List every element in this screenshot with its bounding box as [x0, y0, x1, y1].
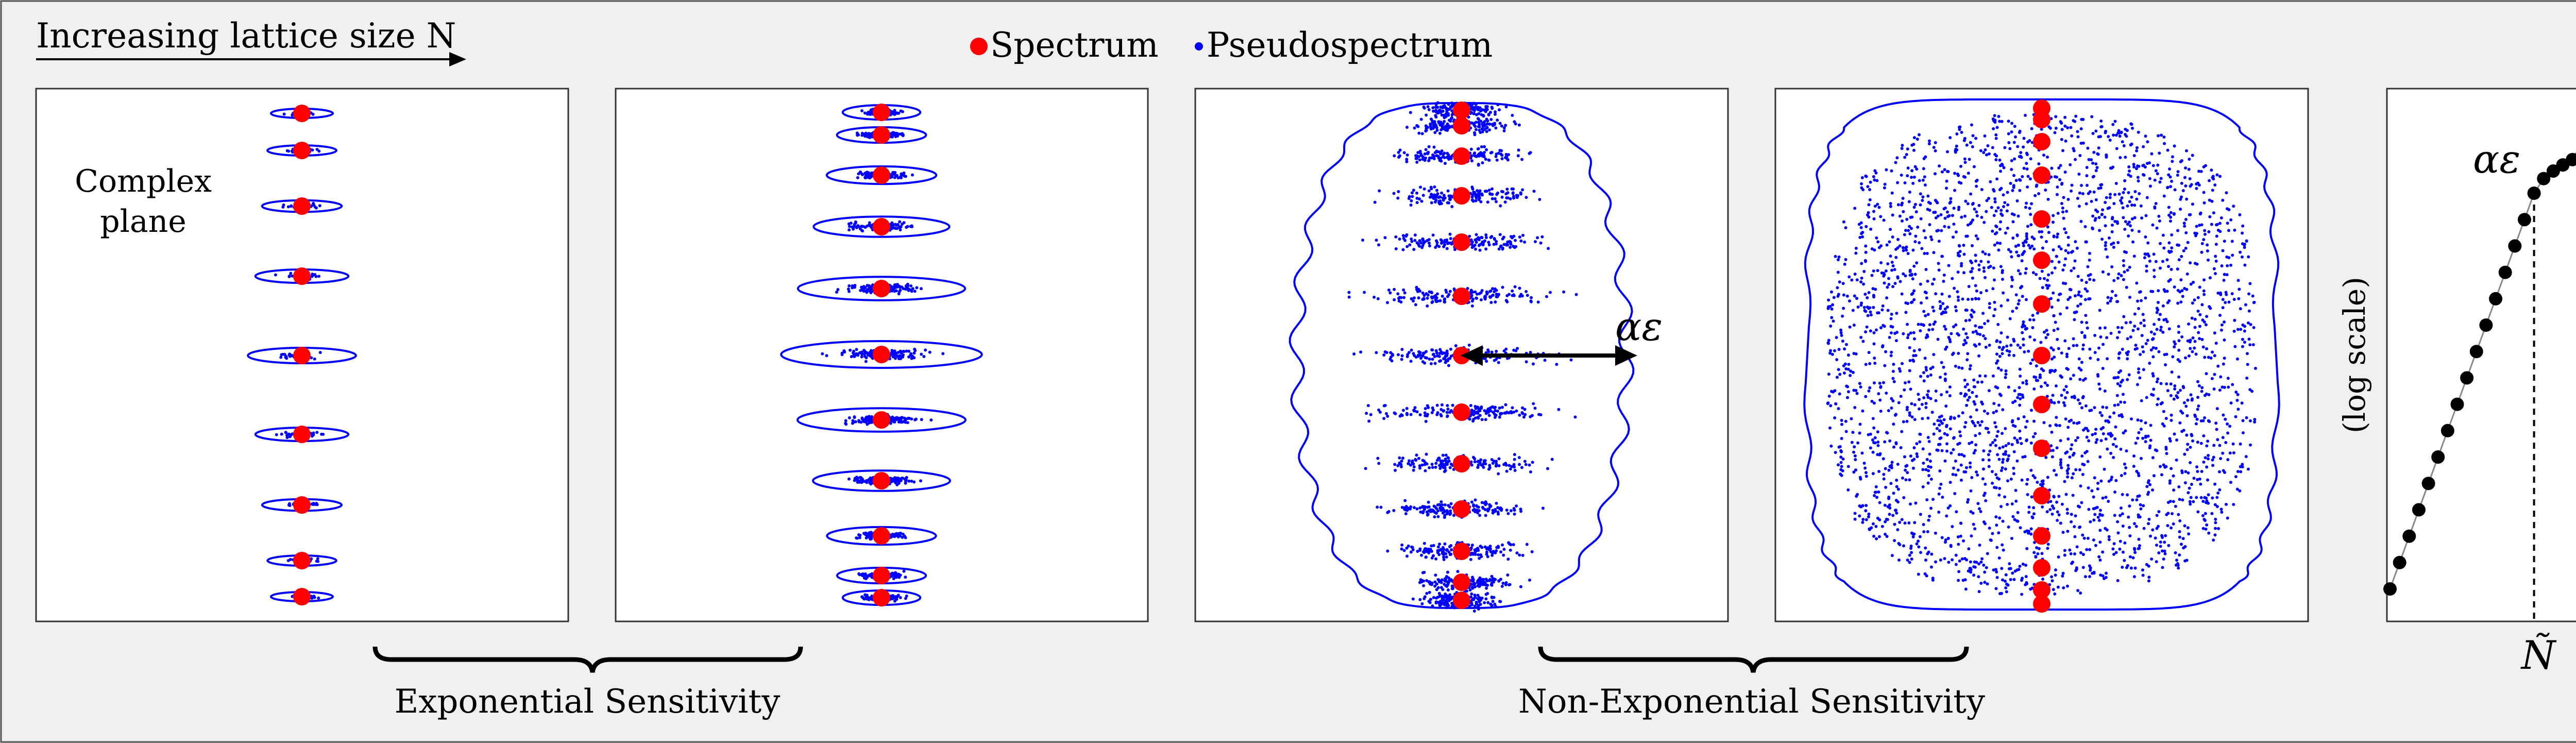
spectrum-point: [2033, 440, 2050, 457]
complex-plane-label-line1: Complex: [75, 163, 212, 199]
spectrum-point: [873, 218, 890, 235]
spectrum-point: [2033, 166, 2050, 184]
spectrum-point: [2033, 559, 2050, 577]
exponential-sensitivity-label: Exponential Sensitivity: [395, 683, 781, 721]
spectrum-point: [1453, 117, 1470, 134]
non-exponential-brace: [1538, 646, 1969, 673]
spectrum-point: [873, 166, 890, 184]
spectrum-point: [2033, 595, 2050, 613]
spectrum-point: [873, 472, 890, 489]
legend-pseudospectrum-label: Pseudospectrum: [1207, 25, 1493, 65]
spectrum-point: [1453, 288, 1470, 305]
plot-point: [2508, 239, 2522, 253]
alpha-vs-n-plot: [2383, 152, 2576, 621]
spectrum-point: [873, 280, 890, 297]
spectrum-point: [293, 105, 311, 122]
legend: Spectrum Pseudospectrum: [970, 25, 1493, 65]
plot-point: [2450, 397, 2464, 411]
plot-point: [2517, 213, 2531, 227]
spectrum-point: [1453, 147, 1470, 165]
spectrum-point: [1453, 233, 1470, 251]
plot-point: [2431, 450, 2445, 464]
spectrum-point: [1453, 102, 1470, 119]
spectrum-point: [2033, 111, 2050, 128]
plot-ylabel: (log scale): [2337, 277, 2372, 433]
lattice-size-arrow: Increasing lattice size N: [36, 16, 466, 66]
alpha-epsilon-label: αε: [1615, 303, 1663, 349]
legend-spectrum-marker: [970, 38, 988, 55]
spectrum-point: [873, 346, 890, 363]
pseudospectrum-contour: [812, 215, 951, 238]
spectrum-point: [2033, 581, 2050, 599]
spectrum-point: [293, 588, 311, 605]
pseudospectrum-contour: [812, 469, 951, 492]
pseudospectrum-contour: [825, 165, 938, 185]
spectrum-point: [2033, 487, 2050, 504]
panel-3-non-exponential-wavy: [1289, 101, 1635, 613]
spectrum-point: [1453, 187, 1470, 205]
pseudospectrum-points: [1826, 113, 2257, 596]
plot-point: [2441, 424, 2454, 437]
spectrum-point: [2033, 133, 2050, 150]
spectrum-point: [2033, 251, 2050, 269]
pseudospectrum-contour: [796, 407, 967, 433]
lattice-size-label: Increasing lattice size N: [36, 16, 456, 56]
plot-point: [2460, 371, 2474, 385]
spectrum-point: [2033, 347, 2050, 364]
panel-1-exponential-small: [247, 105, 357, 605]
spectrum-point: [2033, 527, 2050, 545]
complex-plane-label-line2: plane: [100, 204, 187, 240]
spectrum-point: [293, 142, 311, 159]
spectrum-point: [1453, 455, 1470, 472]
plot-point: [2566, 153, 2576, 166]
plot-point: [2537, 172, 2551, 185]
pseudospectrum-contour: [796, 276, 967, 301]
legend-spectrum-label: Spectrum: [990, 25, 1159, 65]
plot-point: [2393, 555, 2406, 569]
non-exponential-sensitivity-label: Non-Exponential Sensitivity: [1518, 683, 1985, 721]
panel-4-non-exponential-filled: [1803, 98, 2280, 613]
spectrum-point: [2033, 396, 2050, 413]
legend-pseudospectrum-marker: [1195, 42, 1203, 50]
spectrum-point: [873, 567, 890, 584]
plot-point: [2412, 503, 2426, 517]
spectrum-point: [293, 197, 311, 215]
pseudospectrum-contour: [826, 526, 937, 546]
spectrum-point: [873, 104, 890, 121]
plot-point: [2402, 529, 2416, 543]
spectrum-point: [2033, 210, 2050, 228]
spectrum-point: [873, 527, 890, 545]
plot-point: [2546, 164, 2560, 178]
spectrum-point: [1453, 573, 1470, 591]
spectrum-point: [873, 411, 890, 429]
plot-point: [2498, 265, 2512, 279]
plot-point: [2489, 292, 2503, 306]
spectrum-point: [293, 426, 311, 443]
plot-xtick-n-tilde: Ñ: [2520, 632, 2557, 678]
pseudospectrum-contour: [780, 340, 983, 369]
spectrum-point: [1453, 543, 1470, 560]
spectrum-point: [1453, 592, 1470, 609]
spectrum-point: [293, 347, 311, 364]
exponential-brace: [372, 646, 803, 673]
spectrum-point: [293, 496, 311, 514]
spectrum-point: [1453, 403, 1470, 421]
plot-point: [2383, 582, 2397, 596]
panel-2-exponential-large: [780, 104, 983, 606]
spectrum-point: [2033, 295, 2050, 313]
plot-point: [2421, 477, 2435, 491]
spectrum-point: [873, 589, 890, 606]
spectrum-point: [1453, 500, 1470, 518]
plot-point: [2469, 345, 2483, 359]
spectrum-point: [293, 552, 311, 569]
plot-point: [2527, 187, 2541, 200]
spectrum-point: [873, 126, 890, 144]
plot-alpha-annotation: αε: [2473, 136, 2520, 182]
alpha-epsilon-arrow: [1461, 345, 1637, 366]
plot-point: [2479, 318, 2493, 332]
spectrum-point: [293, 267, 311, 285]
